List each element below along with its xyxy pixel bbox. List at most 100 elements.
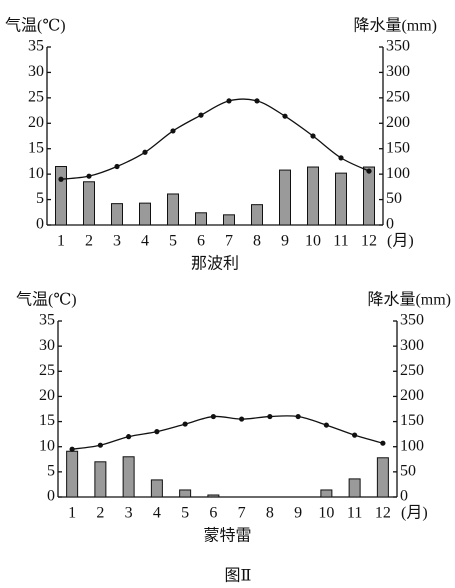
y2-tick-label: 100	[400, 437, 424, 454]
y-tick-label: 10	[39, 437, 55, 454]
temperature-point	[170, 128, 176, 134]
y2-tick-label: 300	[386, 63, 410, 80]
y2-tick-label: 200	[400, 387, 424, 404]
y2-tick-label: 200	[386, 114, 410, 131]
temperature-point	[226, 98, 232, 104]
x-tick-label: 10	[305, 233, 321, 250]
x-tick-label: 7	[225, 233, 233, 250]
temperature-point	[338, 155, 344, 161]
precipitation-bar	[251, 204, 263, 226]
precipitation-bar	[376, 457, 389, 498]
y-tick-label: 35	[28, 38, 44, 55]
precipitation-bar	[363, 166, 375, 226]
temperature-point	[126, 434, 132, 440]
y-tick-label: 0	[36, 216, 44, 233]
y2-tick-label: 150	[400, 412, 424, 429]
precipitation-bar	[150, 479, 163, 498]
temperature-point	[58, 176, 64, 182]
x-axis-title: (月)	[401, 505, 428, 522]
y-axis-title: 气温(℃)	[5, 17, 66, 35]
precipitation-bar	[111, 203, 123, 226]
x-tick-label: 12	[361, 233, 377, 250]
precipitation-bar	[335, 172, 347, 226]
x-tick-label: 4	[153, 505, 161, 522]
y-tick-label: 20	[28, 114, 44, 131]
y2-tick-label: 50	[400, 463, 416, 480]
y2-tick-label: 300	[400, 337, 424, 354]
precipitation-bar	[223, 214, 235, 226]
precipitation-bar	[320, 489, 333, 498]
x-tick-label: 5	[181, 505, 189, 522]
temperature-line	[72, 415, 384, 450]
x-axis-title: (月)	[387, 233, 414, 250]
y2-tick-label: 250	[400, 362, 424, 379]
precipitation-bar	[55, 166, 67, 226]
y-axis-title: 气温(℃)	[16, 291, 77, 309]
y2-tick-label: 100	[386, 165, 410, 182]
y2-tick-label: 150	[386, 139, 410, 156]
precipitation-bar	[66, 450, 79, 498]
x-tick-label: 8	[253, 233, 261, 250]
x-tick-label: 6	[197, 233, 205, 250]
temperature-point	[114, 163, 120, 170]
y2-tick-label: 0	[386, 216, 394, 233]
precipitation-bar	[179, 489, 192, 498]
y2-axis-title: 降水量(mm)	[367, 291, 451, 309]
y-tick-label: 35	[39, 312, 55, 329]
temperature-point	[210, 413, 216, 420]
x-tick-label: 11	[333, 233, 348, 250]
precipitation-bar	[207, 494, 220, 498]
y-tick-label: 10	[28, 165, 44, 182]
temperature-point	[239, 416, 245, 422]
precipitation-bar	[139, 202, 151, 226]
temperature-point	[282, 113, 288, 119]
x-tick-label: 2	[85, 233, 93, 250]
y-tick-label: 25	[39, 362, 55, 379]
x-tick-label: 10	[318, 505, 334, 522]
y-tick-label: 15	[39, 412, 55, 429]
x-tick-label: 9	[281, 233, 289, 250]
y-tick-label: 5	[47, 463, 55, 480]
temperature-point	[69, 446, 75, 452]
y-tick-label: 20	[39, 387, 55, 404]
chart-title: 蒙特雷	[203, 527, 251, 545]
x-tick-label: 8	[266, 505, 274, 522]
precipitation-bar	[83, 181, 95, 226]
precipitation-bar	[94, 461, 107, 498]
x-tick-label: 1	[68, 505, 76, 522]
temperature-point	[352, 432, 358, 438]
figure-caption: 图Ⅱ	[225, 568, 252, 585]
x-tick-label: 5	[169, 233, 177, 250]
temperature-point	[86, 173, 92, 179]
y-tick-label: 30	[39, 337, 55, 354]
x-tick-label: 4	[141, 233, 149, 250]
x-tick-label: 12	[375, 505, 391, 522]
y-tick-label: 25	[28, 89, 44, 106]
y-tick-label: 0	[47, 488, 55, 505]
temperature-line	[60, 98, 370, 180]
precipitation-bar	[195, 212, 207, 226]
y2-tick-label: 50	[386, 190, 402, 207]
y2-tick-label: 350	[400, 312, 424, 329]
y-tick-label: 5	[36, 190, 44, 207]
temperature-point	[97, 442, 103, 448]
temperature-point	[182, 421, 188, 427]
temperature-point	[366, 168, 372, 174]
temperature-point	[295, 413, 301, 420]
precipitation-bar	[167, 193, 179, 226]
x-tick-label: 1	[57, 233, 65, 250]
y-tick-label: 15	[28, 139, 44, 156]
temperature-point	[380, 440, 386, 446]
y2-tick-label: 350	[386, 38, 410, 55]
x-tick-label: 7	[238, 505, 246, 522]
temperature-point	[198, 112, 204, 118]
x-tick-label: 3	[113, 233, 121, 250]
x-tick-label: 9	[294, 505, 302, 522]
temperature-point	[267, 413, 273, 420]
y-tick-label: 30	[28, 63, 44, 80]
y2-tick-label: 0	[400, 488, 408, 505]
precipitation-bar	[348, 478, 361, 498]
precipitation-bar	[122, 456, 135, 498]
temperature-point	[323, 422, 329, 428]
